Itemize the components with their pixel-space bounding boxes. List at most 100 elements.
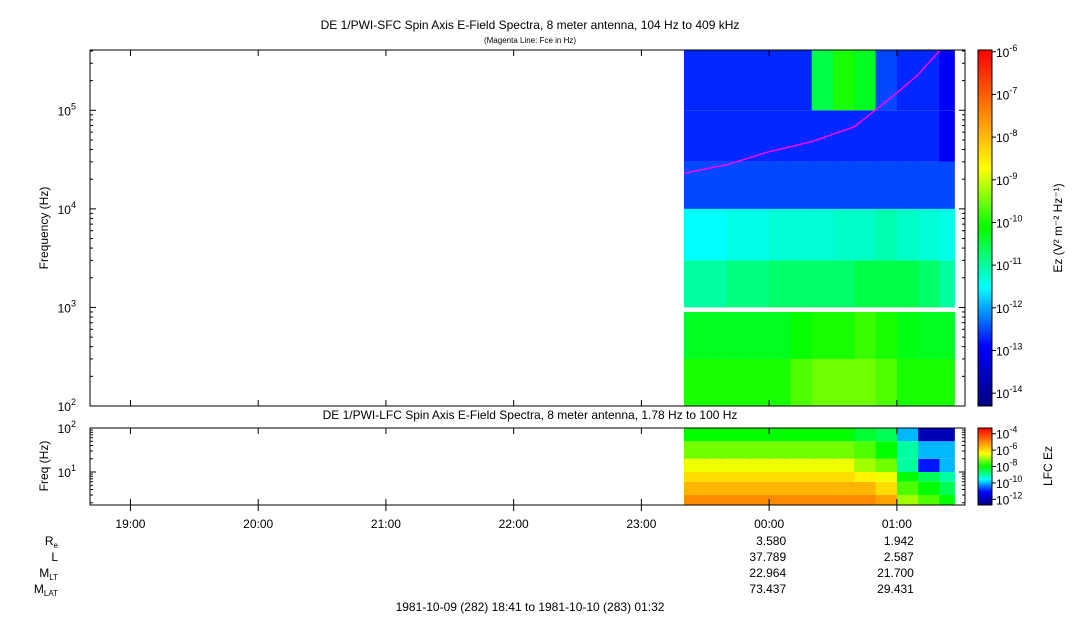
x-tick-label: 01:00 [882,517,912,531]
colorbar-tick-label-exponent: -10 [1009,213,1022,223]
spectrogram-cell [790,428,813,442]
spectrogram-cell [896,428,919,442]
spectrogram-cell [790,110,813,162]
spectrogram-cell [705,260,728,308]
x-tick-label: 23:00 [626,517,656,531]
colorbar-tick-label: 10-13 [996,341,1022,358]
colorbar-tick-label-exponent: -9 [1009,171,1017,181]
spectrogram-cell [896,441,919,459]
spectrogram-cell [790,208,813,261]
colorbar-tick-label-base: 10 [996,302,1010,316]
ephemeris-label-sub: LAT [44,589,58,598]
colorbar-tick-label: 10-4 [996,425,1017,442]
spectrogram-cell [811,495,834,505]
spectrogram-cell [918,358,940,406]
spectrogram-cell [790,481,813,496]
spectrogram-cell [918,441,940,459]
colorbar-tick-label-exponent: -10 [1009,474,1022,484]
spectrogram-cell [875,428,898,442]
spectrogram-cell [854,161,877,209]
spectrogram-cell [896,208,919,261]
spectrogram-cell [939,50,955,111]
spectrogram-cell [811,441,834,459]
spectrogram-cell [811,428,834,442]
spectrogram-cell [854,495,877,505]
colorbar [977,49,993,407]
spectrogram-cell [769,358,791,406]
plot-frame [89,427,966,506]
spectrogram-cell [726,472,749,482]
colorbar-tick-label: 10-8 [996,458,1017,475]
spectrogram-cell [705,110,728,162]
spectrogram-cell [683,358,706,406]
spectrogram-cell [939,311,955,359]
spectrogram-cell [918,495,940,505]
spectrogram-cell [747,260,770,308]
spectrogram-cell [833,161,855,209]
spectrogram-cell [896,358,919,406]
colorbar-tick-label: 10-10 [996,213,1022,230]
spectrogram-cell [790,161,813,209]
spectrogram-cell [811,472,834,482]
spectrogram-cell [769,208,791,261]
spectrogram-cell [939,260,955,308]
spectrogram-cell [790,50,813,111]
y-tick-label-exponent: 2 [71,419,76,429]
spectrogram-cell [918,481,940,496]
spectrogram-cell [833,260,855,308]
colorbar-tick-label-base: 10 [996,174,1010,188]
spectrogram-cell [683,428,706,442]
spectrogram-cell [747,481,770,496]
x-tick-label: 20:00 [243,517,273,531]
ephemeris-label: Re [45,534,59,550]
colorbar-label: LFC Ez [1041,446,1055,486]
spectrogram-cell [769,428,791,442]
colorbar-tick-label-base: 10 [996,428,1010,442]
spectrogram-cell [875,458,898,473]
y-tick-label-base: 10 [58,301,72,315]
x-tick-label: 00:00 [754,517,784,531]
spectrogram-cell [811,110,834,162]
chart-title: DE 1/PWI-SFC Spin Axis E-Field Spectra, … [321,18,740,32]
colorbar-tick-label-base: 10 [996,461,1010,475]
spectrogram-cell [705,50,728,111]
ephemeris-value: 3.580 [756,534,786,548]
spectrogram-cell [726,495,749,505]
colorbar-tick-label-exponent: -11 [1009,256,1021,266]
spectrogram-cell [726,311,749,359]
y-axis-label: Frequency (Hz) [37,187,51,270]
spectrogram-cell [769,441,791,459]
spectrogram-cell [875,358,898,406]
spectrogram-cell [896,481,919,496]
spectrogram-cell [875,472,898,482]
spectrogram-cell [918,472,940,482]
spectrogram-cell [726,441,749,459]
y-tick-label-base: 10 [58,104,72,118]
ephemeris-label-base: M [34,582,44,596]
colorbar-tick-label-exponent: -13 [1009,341,1022,351]
colorbar-tick-label: 10-14 [996,384,1022,401]
spectrogram-cell [811,481,834,496]
spectrogram-cell [683,50,706,111]
colorbar-tick-label-base: 10 [996,477,1010,491]
spectrogram-cell [683,208,706,261]
spectrogram-cell [875,208,898,261]
colorbar-tick-label-exponent: -6 [1009,43,1017,53]
spectrogram-cell [918,110,940,162]
spectrogram-cell [875,50,898,111]
spectrogram-cell [875,481,898,496]
y-tick-label: 104 [58,200,76,217]
spectrogram-cell [726,458,749,473]
ephemeris-value: 29.431 [877,582,914,596]
x-tick-label: 21:00 [371,517,401,531]
colorbar-tick-label-exponent: -8 [1009,128,1017,138]
chart-subtitle: (Magenta Line: Fce in Hz) [484,36,576,45]
spectrogram-cell [683,472,706,482]
spectrogram-cell [747,311,770,359]
ephemeris-label: MLAT [34,582,58,598]
y-tick-label: 102 [58,419,76,436]
spectrogram-cell [854,458,877,473]
y-tick-label-exponent: 4 [71,200,76,210]
spectrogram-cell [726,481,749,496]
ephemeris-value: 37.789 [749,550,786,564]
